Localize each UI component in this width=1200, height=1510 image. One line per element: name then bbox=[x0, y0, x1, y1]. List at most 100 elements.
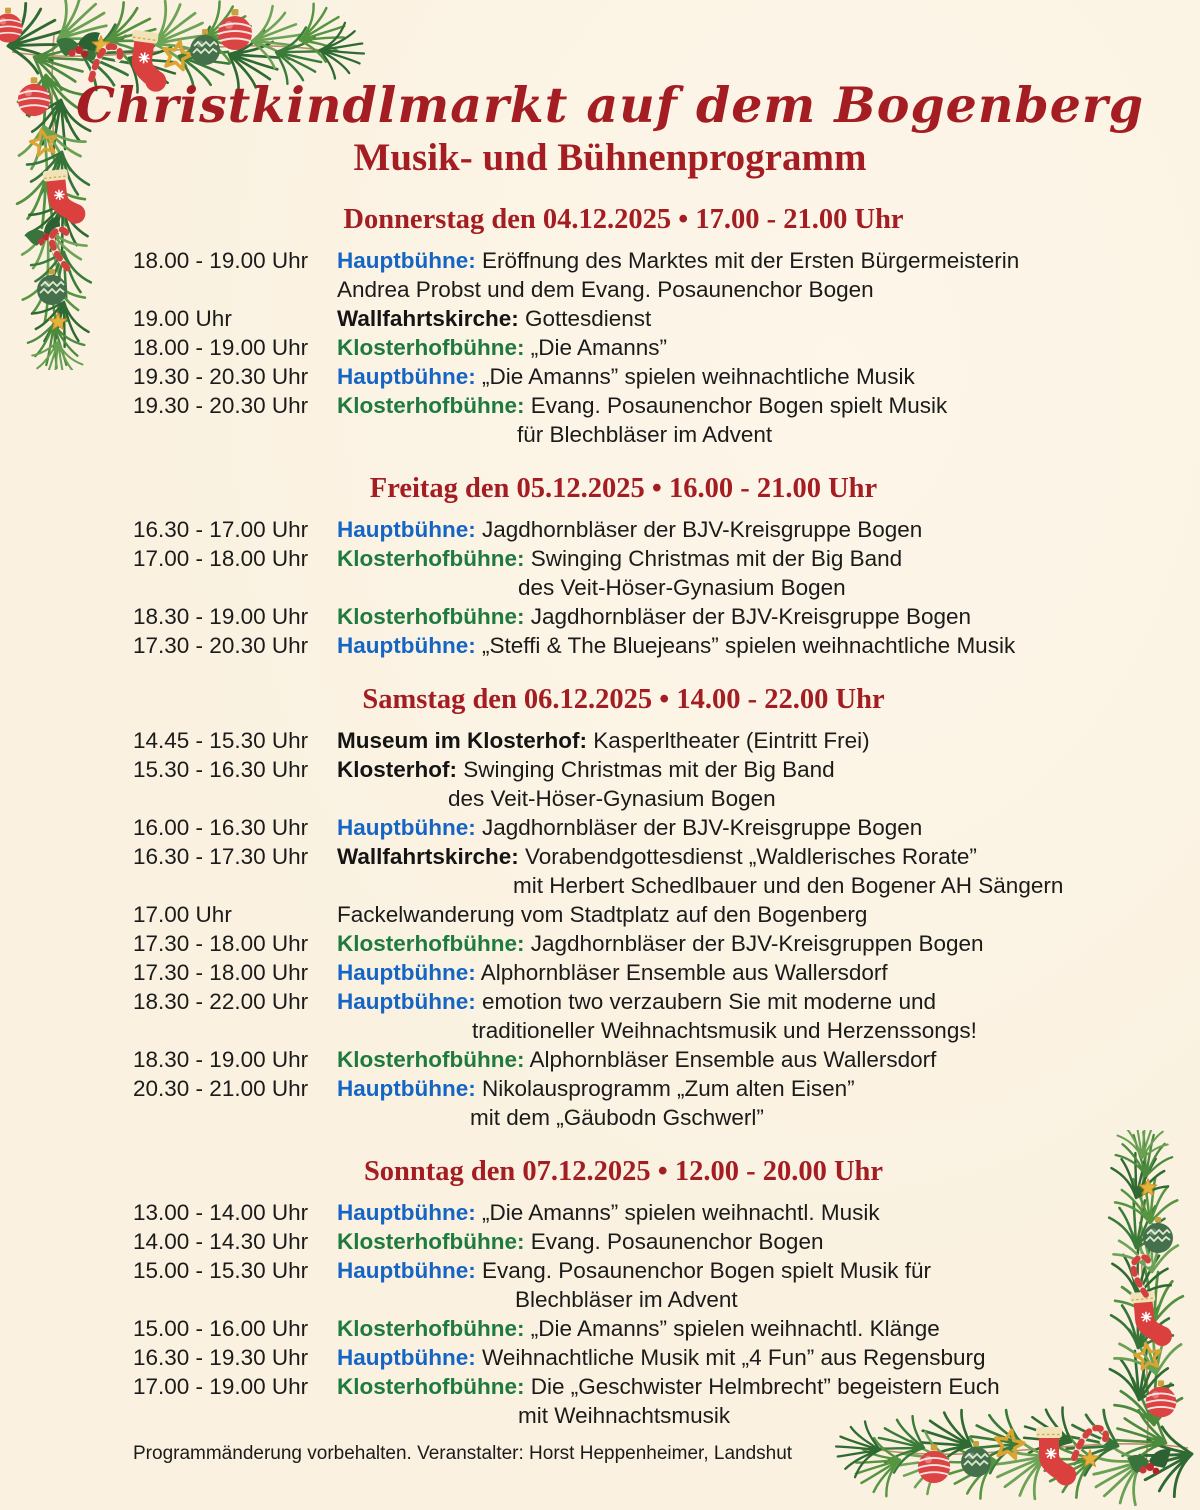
event-time: 19.00 Uhr bbox=[133, 305, 232, 331]
event-description: Klosterhofbühne: Evang. Posaunenchor Bog… bbox=[337, 391, 1114, 449]
event-row: 16.30 - 17.30 Uhr Wallfahrtskirche: Vorab… bbox=[133, 842, 1114, 900]
event-row: 17.00 - 19.00 Uhr Klosterhofbühne: Die „G… bbox=[133, 1372, 1114, 1430]
event-text: emotion two verzaubern Sie mit moderne u… bbox=[482, 988, 936, 1014]
event-text: Jagdhornbläser der BJV-Kreisgruppe Bogen bbox=[530, 603, 972, 629]
event-row: 18.00 - 19.00 Uhr Hauptbühne: Eröffnung d… bbox=[133, 246, 1114, 304]
event-text: Evang. Posaunenchor Bogen spielt Musik bbox=[530, 392, 948, 418]
event-text-continuation: traditioneller Weihnachtsmusik und Herze… bbox=[472, 1017, 977, 1043]
event-text-continuation: mit Herbert Schedlbauer und den Bogener … bbox=[513, 872, 1064, 898]
event-text: „Steffi & The Bluejeans” spielen weihnac… bbox=[482, 632, 1016, 658]
event-row: 17.00 Uhr Fackelwanderung vom Stadtplatz … bbox=[133, 900, 1114, 929]
event-text: Kasperltheater (Eintritt Frei) bbox=[593, 727, 870, 753]
event-text-continuation: mit dem „Gäubodn Gschwerl” bbox=[470, 1104, 764, 1130]
event-text: Swinging Christmas mit der Big Band bbox=[463, 756, 835, 782]
event-text: Jagdhornbläser der BJV-Kreisgruppen Boge… bbox=[530, 930, 984, 956]
event-description: Hauptbühne: Evang. Posaunenchor Bogen sp… bbox=[337, 1256, 1114, 1314]
event-time: 17.00 Uhr bbox=[133, 901, 232, 927]
event-text: Jagdhornbläser der BJV-Kreisgruppe Bogen bbox=[482, 814, 923, 840]
venue-label: Hauptbühne: bbox=[337, 1199, 476, 1225]
event-row: 14.45 - 15.30 Uhr Museum im Klosterhof: K… bbox=[133, 726, 1114, 755]
event-time: 14.45 - 15.30 Uhr bbox=[133, 727, 309, 753]
venue-label: Hauptbühne: bbox=[337, 363, 476, 389]
event-time: 17.00 - 18.00 Uhr bbox=[133, 545, 309, 571]
venue-label: Klosterhof: bbox=[337, 756, 457, 782]
event-row: 13.00 - 14.00 Uhr Hauptbühne: „Die Amanns… bbox=[133, 1198, 1114, 1227]
event-time: 19.30 - 20.30 Uhr bbox=[133, 363, 309, 389]
venue-label: Hauptbühne: bbox=[337, 1257, 476, 1283]
event-text-continuation: des Veit-Höser-Gynasium Bogen bbox=[448, 785, 776, 811]
event-row: 15.00 - 15.30 Uhr Hauptbühne: Evang. Posa… bbox=[133, 1256, 1114, 1314]
event-text-continuation: mit Weihnachtsmusik bbox=[518, 1402, 731, 1428]
venue-label: Klosterhofbühne: bbox=[337, 334, 525, 360]
event-time: 17.00 - 19.00 Uhr bbox=[133, 1373, 309, 1399]
event-description: Hauptbühne: Alphornbläser Ensemble aus W… bbox=[337, 958, 1114, 987]
event-row: 16.30 - 17.00 Uhr Hauptbühne: Jagdhornblä… bbox=[133, 515, 1114, 544]
event-text: „Die Amanns” spielen weihnachtliche Musi… bbox=[482, 363, 915, 389]
venue-label: Hauptbühne: bbox=[337, 1075, 476, 1101]
venue-label: Museum im Klosterhof: bbox=[337, 727, 588, 753]
event-row: 14.00 - 14.30 Uhr Klosterhofbühne: Evang.… bbox=[133, 1227, 1114, 1256]
venue-label: Klosterhofbühne: bbox=[337, 930, 525, 956]
event-text: Fackelwanderung vom Stadtplatz auf den B… bbox=[337, 901, 868, 927]
page-subtitle: Musik- und Bühnenprogramm bbox=[353, 135, 867, 179]
event-time: 17.30 - 18.00 Uhr bbox=[133, 959, 309, 985]
day-section: Donnerstag den 04.12.2025 • 17.00 - 21.0… bbox=[133, 204, 1114, 449]
event-description: Hauptbühne: Eröffnung des Marktes mit de… bbox=[337, 246, 1114, 304]
event-row: 17.00 - 18.00 Uhr Klosterhofbühne: Swingi… bbox=[133, 544, 1114, 602]
event-row: 17.30 - 18.00 Uhr Klosterhofbühne: Jagdho… bbox=[133, 929, 1114, 958]
event-row: 18.30 - 22.00 Uhr Hauptbühne: emotion two… bbox=[133, 987, 1114, 1045]
event-text: Evang. Posaunenchor Bogen bbox=[530, 1228, 824, 1254]
venue-label: Klosterhofbühne: bbox=[337, 1373, 525, 1399]
event-time: 18.00 - 19.00 Uhr bbox=[133, 334, 309, 360]
day-section: Sonntag den 07.12.2025 • 12.00 - 20.00 U… bbox=[133, 1156, 1114, 1430]
event-row: 18.30 - 19.00 Uhr Klosterhofbühne: Alphor… bbox=[133, 1045, 1114, 1074]
event-text-continuation: für Blechbläser im Advent bbox=[517, 421, 773, 447]
event-text: Evang. Posaunenchor Bogen spielt Musik f… bbox=[482, 1257, 932, 1283]
event-description: Fackelwanderung vom Stadtplatz auf den B… bbox=[337, 900, 1114, 929]
venue-label: Klosterhofbühne: bbox=[337, 1315, 525, 1341]
event-time: 20.30 - 21.00 Uhr bbox=[133, 1075, 309, 1101]
event-description: Klosterhofbühne: „Die Amanns” bbox=[337, 333, 1114, 362]
event-text: „Die Amanns” spielen weihnachtl. Klänge bbox=[530, 1315, 940, 1341]
venue-label: Hauptbühne: bbox=[337, 632, 476, 658]
venue-label: Klosterhofbühne: bbox=[337, 545, 525, 571]
event-text: Vorabendgottesdienst „Waldlerisches Rora… bbox=[524, 843, 977, 869]
event-row: 19.30 - 20.30 Uhr Klosterhofbühne: Evang.… bbox=[133, 391, 1114, 449]
event-text-continuation: Andrea Probst und dem Evang. Posaunencho… bbox=[337, 276, 874, 302]
day-heading: Donnerstag den 04.12.2025 • 17.00 - 21.0… bbox=[343, 203, 904, 235]
venue-label: Hauptbühne: bbox=[337, 1344, 476, 1370]
event-time: 19.30 - 20.30 Uhr bbox=[133, 392, 309, 418]
program-schedule: Donnerstag den 04.12.2025 • 17.00 - 21.0… bbox=[133, 204, 1114, 1430]
event-text: „Die Amanns” spielen weihnachtl. Musik bbox=[482, 1199, 880, 1225]
venue-label: Hauptbühne: bbox=[337, 814, 476, 840]
event-time: 15.00 - 15.30 Uhr bbox=[133, 1257, 309, 1283]
event-time: 14.00 - 14.30 Uhr bbox=[133, 1228, 309, 1254]
event-text: Swinging Christmas mit der Big Band bbox=[530, 545, 903, 571]
event-text: Eröffnung des Marktes mit der Ersten Bür… bbox=[482, 247, 1020, 273]
event-time: 17.30 - 20.30 Uhr bbox=[133, 632, 309, 658]
event-text: Nikolausprogramm „Zum alten Eisen” bbox=[482, 1075, 855, 1101]
day-section: Freitag den 05.12.2025 • 16.00 - 21.00 U… bbox=[133, 473, 1114, 660]
venue-label: Wallfahrtskirche: bbox=[337, 305, 519, 331]
event-row: 18.30 - 19.00 Uhr Klosterhofbühne: Jagdho… bbox=[133, 602, 1114, 631]
event-row: 19.00 Uhr Wallfahrtskirche: Gottesdienst bbox=[133, 304, 1114, 333]
event-description: Hauptbühne: Nikolausprogramm „Zum alten … bbox=[337, 1074, 1114, 1132]
event-time: 13.00 - 14.00 Uhr bbox=[133, 1199, 309, 1225]
event-description: Klosterhofbühne: Evang. Posaunenchor Bog… bbox=[337, 1227, 1114, 1256]
event-text: Jagdhornbläser der BJV-Kreisgruppe Bogen bbox=[482, 516, 923, 542]
page-title: Christkindlmarkt auf dem Bogenberg bbox=[76, 76, 1144, 134]
event-text: „Die Amanns” bbox=[530, 334, 668, 360]
event-time: 18.00 - 19.00 Uhr bbox=[133, 247, 309, 273]
event-description: Klosterhofbühne: Jagdhornbläser der BJV-… bbox=[337, 929, 1114, 958]
event-description: Klosterhofbühne: „Die Amanns” spielen we… bbox=[337, 1314, 1114, 1343]
event-time: 18.30 - 22.00 Uhr bbox=[133, 988, 309, 1014]
venue-label: Hauptbühne: bbox=[337, 516, 476, 542]
event-time: 15.00 - 16.00 Uhr bbox=[133, 1315, 309, 1341]
event-text-continuation: Blechbläser im Advent bbox=[515, 1286, 738, 1312]
event-text: Alphornbläser Ensemble aus Wallersdorf bbox=[529, 1046, 937, 1072]
event-description: Hauptbühne: „Die Amanns” spielen weihnac… bbox=[337, 1198, 1114, 1227]
event-row: 17.30 - 20.30 Uhr Hauptbühne: „Steffi & T… bbox=[133, 631, 1114, 660]
day-heading: Freitag den 05.12.2025 • 16.00 - 21.00 U… bbox=[369, 472, 878, 504]
event-description: Klosterhof: Swinging Christmas mit der B… bbox=[337, 755, 1114, 813]
